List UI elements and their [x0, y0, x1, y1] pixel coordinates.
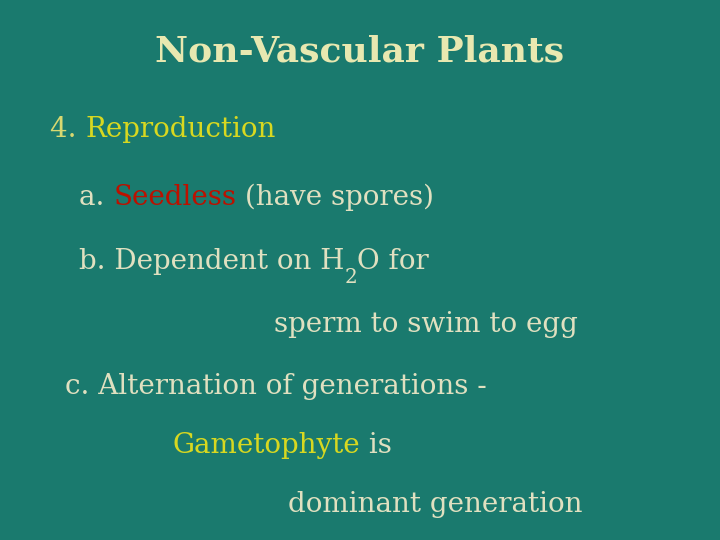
Text: 4.: 4.: [50, 116, 86, 143]
Text: sperm to swim to egg: sperm to swim to egg: [274, 310, 577, 338]
Text: a.: a.: [79, 184, 114, 211]
Text: b. Dependent on H: b. Dependent on H: [79, 248, 345, 275]
Text: Gametophyte: Gametophyte: [173, 432, 361, 459]
Text: Seedless: Seedless: [114, 184, 236, 211]
Text: Non-Vascular Plants: Non-Vascular Plants: [156, 35, 564, 68]
Text: is: is: [361, 432, 392, 459]
Text: dominant generation: dominant generation: [288, 491, 582, 518]
Text: c. Alternation of generations -: c. Alternation of generations -: [65, 373, 487, 400]
Text: Reproduction: Reproduction: [86, 116, 276, 143]
Text: 2: 2: [345, 267, 357, 287]
Text: O for: O for: [357, 248, 429, 275]
Text: (have spores): (have spores): [236, 184, 434, 211]
